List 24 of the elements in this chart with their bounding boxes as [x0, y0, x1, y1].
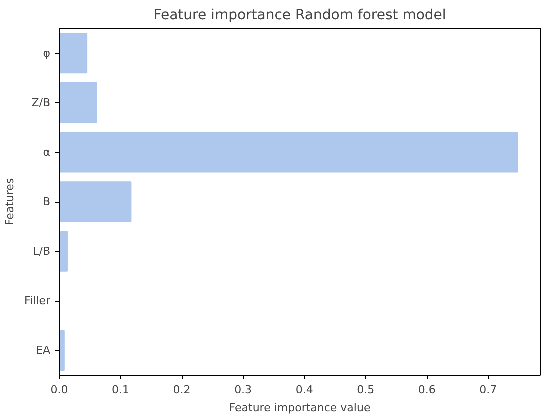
- y-axis-title: Features: [4, 178, 17, 226]
- x-tick-label: 0.6: [418, 384, 436, 396]
- x-tick-label: 0.5: [357, 384, 375, 396]
- x-tick-label: 0.4: [296, 384, 314, 396]
- y-tick-label: B: [42, 196, 50, 208]
- y-tick-label: L/B: [33, 245, 51, 258]
- y-tick-label: φ: [43, 46, 51, 60]
- bar: [60, 32, 88, 74]
- x-tick-label: 0.1: [112, 384, 130, 396]
- x-axis-title: Feature importance value: [229, 402, 371, 414]
- x-tick-label: 0.2: [173, 384, 191, 396]
- y-tick-label: α: [43, 146, 51, 159]
- x-tick-label: 0.0: [50, 384, 68, 396]
- bar: [60, 132, 518, 173]
- x-tick-label: 0.7: [480, 384, 498, 396]
- bar: [60, 82, 98, 124]
- bar: [60, 182, 132, 222]
- y-tick-label: EA: [36, 344, 51, 358]
- x-tick-label: 0.3: [234, 384, 252, 396]
- y-tick-label: Z/B: [32, 96, 51, 110]
- y-tick-label: Filler: [24, 294, 51, 308]
- bar: [60, 231, 68, 272]
- chart-title: Feature importance Random forest model: [154, 8, 446, 24]
- bar: [60, 330, 65, 372]
